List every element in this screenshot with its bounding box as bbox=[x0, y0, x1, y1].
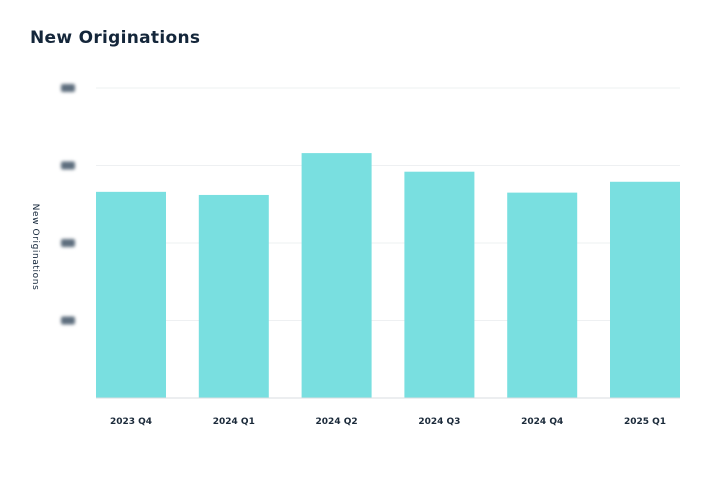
bar[interactable] bbox=[198, 194, 269, 398]
gridlines bbox=[96, 87, 680, 321]
x-tick-label: 2025 Q1 bbox=[624, 417, 666, 427]
y-tick-label-obscured bbox=[61, 316, 75, 325]
bar[interactable] bbox=[610, 181, 680, 398]
bar[interactable] bbox=[507, 192, 578, 398]
bar[interactable] bbox=[96, 191, 166, 398]
bars bbox=[96, 153, 680, 398]
x-tick-label: 2024 Q2 bbox=[316, 417, 358, 427]
x-tick-label: 2024 Q1 bbox=[213, 417, 255, 427]
chart-title: New Originations bbox=[30, 28, 201, 48]
y-tick-label-obscured bbox=[61, 84, 75, 92]
x-tick-labels: 2023 Q4 2024 Q1 2024 Q2 2024 Q3 2024 Q4 2025 … bbox=[110, 417, 666, 427]
y-tick-label-obscured bbox=[61, 239, 75, 247]
y-tick-labels bbox=[61, 84, 75, 325]
x-tick-label: 2024 Q3 bbox=[418, 417, 460, 427]
x-tick-label: 2024 Q4 bbox=[521, 417, 563, 427]
y-tick-label-obscured bbox=[61, 161, 75, 170]
bar[interactable] bbox=[301, 153, 372, 398]
bar[interactable] bbox=[404, 171, 475, 398]
x-tick-label: 2023 Q4 bbox=[110, 417, 152, 427]
